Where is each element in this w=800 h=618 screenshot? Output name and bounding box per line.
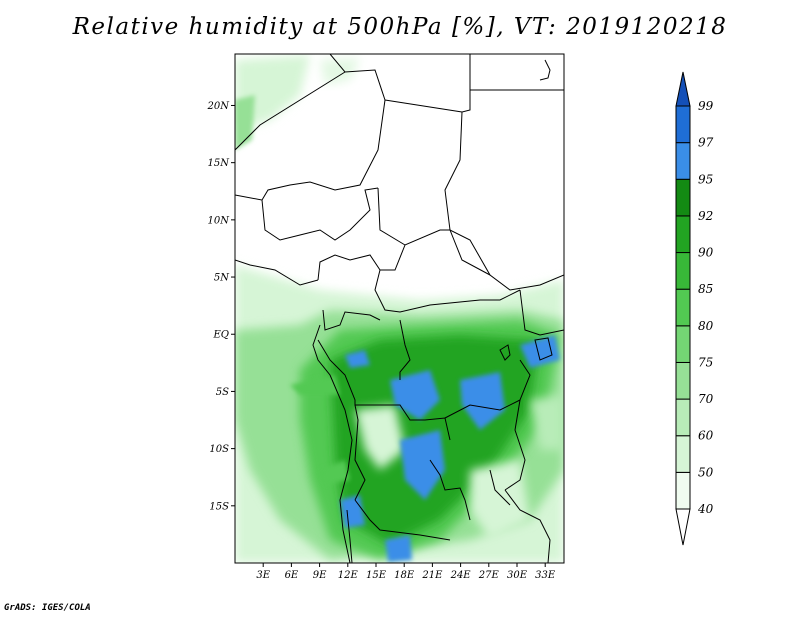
country-borders [235, 54, 564, 563]
lat-label: 10N [208, 215, 231, 226]
colorbar-segment [675, 325, 691, 363]
colorbar-segment [675, 398, 691, 437]
colorbar-segment [675, 252, 691, 290]
lon-label: 33E [535, 570, 556, 581]
colorbar-label: 92 [698, 209, 713, 223]
lon-label: 12E [338, 570, 359, 581]
lon-label: 6E [285, 570, 299, 581]
lat-label: 15N [208, 158, 231, 169]
colorbar-label: 80 [698, 319, 714, 333]
colorbar-label: 75 [698, 355, 713, 369]
grads-credit: GrADS: IGES/COLA [4, 603, 91, 613]
colorbar-segment [675, 435, 691, 473]
lon-label: 30E [507, 570, 528, 581]
colorbar-label: 40 [697, 502, 714, 516]
colorbar: 40 50 60 70 75 80 85 90 92 95 97 99 [675, 71, 714, 546]
humidity-field [235, 54, 564, 563]
lat-label: 10S [209, 444, 229, 455]
colorbar-segment [675, 215, 691, 254]
colorbar-segment [675, 178, 691, 217]
lon-label: 18E [394, 570, 415, 581]
colorbar-label: 97 [698, 136, 714, 150]
lon-label: 27E [478, 570, 500, 581]
lon-label: 15E [366, 570, 387, 581]
lat-label: 5S [216, 387, 229, 398]
colorbar-label: 50 [698, 465, 714, 479]
colorbar-label: 90 [698, 246, 714, 260]
colorbar-label: 85 [698, 282, 713, 296]
colorbar-segment [675, 288, 691, 327]
map-frame [234, 53, 565, 564]
chart-title: Relative humidity at 500hPa [%], VT: 201… [72, 14, 728, 40]
lon-label: 3E [256, 570, 270, 581]
lon-label: 24E [450, 570, 472, 581]
lon-label: 9E [313, 570, 327, 581]
latitude-axis: 20N 15N 10N 5N EQ 5S 10S 15S [207, 101, 235, 512]
longitude-axis: 3E 6E 9E 12E 15E 18E 21E 24E 27E 30E 33E [256, 563, 556, 581]
colorbar-upper-arrow [675, 71, 691, 107]
colorbar-segment [675, 105, 691, 144]
colorbar-segment [675, 471, 691, 510]
lat-label: 15S [209, 501, 229, 512]
colorbar-label: 99 [698, 99, 714, 113]
colorbar-lower-arrow [675, 508, 691, 546]
colorbar-label: 70 [698, 392, 714, 406]
lat-label: EQ [213, 330, 230, 341]
lat-label: 5N [214, 273, 230, 284]
colorbar-segment [675, 142, 691, 180]
colorbar-segment [675, 361, 691, 400]
colorbar-label: 60 [698, 429, 714, 443]
lon-label: 21E [421, 570, 443, 581]
lat-label: 20N [207, 101, 231, 112]
colorbar-label: 95 [698, 172, 713, 186]
